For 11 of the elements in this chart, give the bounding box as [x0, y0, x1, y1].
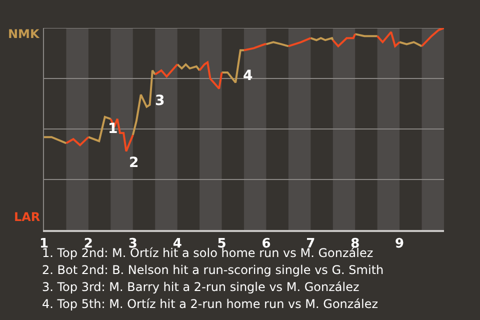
- annotation: 4: [243, 68, 253, 84]
- annotation: 2: [129, 155, 139, 171]
- text: 2. Bot 2nd: B. Nelson hit a run-scoring single vs G. Smith: [42, 263, 384, 277]
- annotation: 3: [155, 93, 165, 109]
- text: 4. Top 5th: M. Ortíz hit a 2-run home run vs M. González: [42, 297, 378, 311]
- x-tick-label: 6: [262, 236, 271, 252]
- text: NMK: [8, 27, 40, 41]
- text: LAR: [14, 210, 40, 224]
- x-tick-label: 9: [395, 236, 404, 252]
- annotation: 1: [108, 121, 118, 137]
- text: 3. Top 3rd: M. Barry hit a 2-run single vs M. González: [42, 280, 360, 294]
